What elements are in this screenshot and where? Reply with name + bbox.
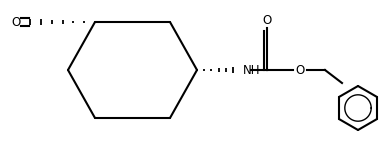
Text: O: O [11, 15, 21, 28]
Text: NH: NH [243, 63, 261, 76]
Text: O: O [296, 63, 305, 76]
Text: O: O [262, 14, 272, 27]
